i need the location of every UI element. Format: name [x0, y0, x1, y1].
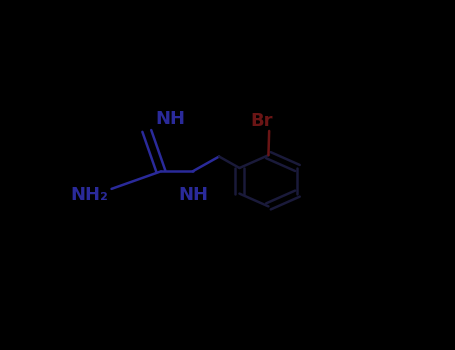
- Text: NH₂: NH₂: [70, 186, 108, 204]
- Text: NH: NH: [178, 186, 208, 204]
- Text: Br: Br: [251, 112, 273, 130]
- Text: NH: NH: [156, 110, 186, 128]
